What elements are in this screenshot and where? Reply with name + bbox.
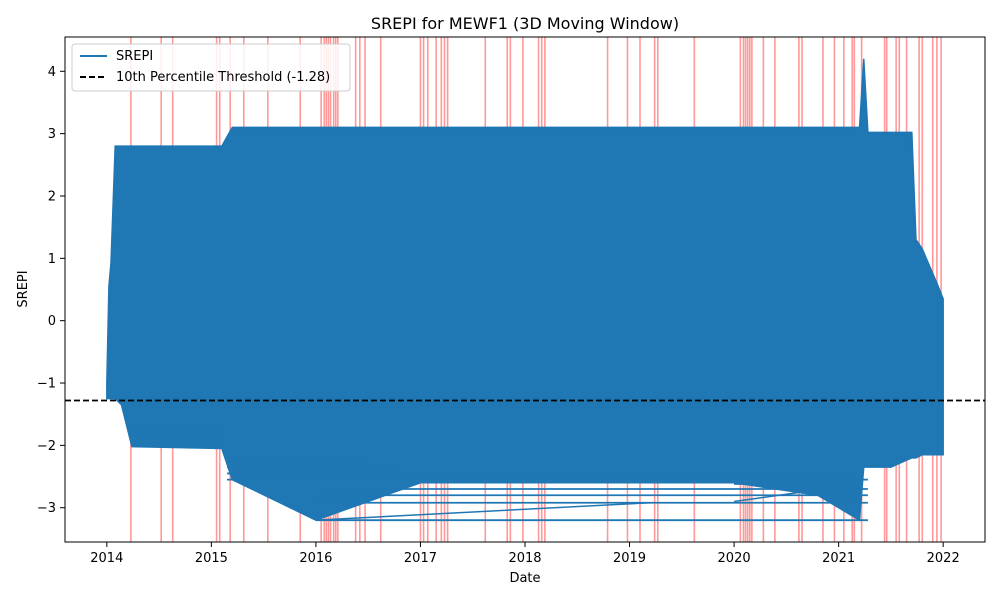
srepi-series-area <box>106 58 944 522</box>
legend-series-label: SREPI <box>116 49 153 64</box>
x-tick-label: 2020 <box>718 551 751 566</box>
y-tick-label: −2 <box>37 439 56 454</box>
x-tick-label: 2017 <box>404 551 437 566</box>
y-tick-label: −1 <box>37 377 56 392</box>
legend-threshold-label: 10th Percentile Threshold (-1.28) <box>116 70 330 85</box>
x-tick-label: 2019 <box>613 551 646 566</box>
legend-box <box>71 43 351 92</box>
x-tick-label: 2015 <box>195 551 228 566</box>
x-tick-label: 2014 <box>90 551 123 566</box>
x-tick-label: 2021 <box>822 551 855 566</box>
y-tick-label: 1 <box>48 252 56 267</box>
x-tick-label: 2018 <box>508 551 541 566</box>
x-tick-label: 2022 <box>927 551 960 566</box>
y-tick-label: 2 <box>48 189 56 204</box>
srepi-trace-line <box>733 483 860 503</box>
plot-area <box>65 37 985 542</box>
x-tick-label: 2016 <box>299 551 332 566</box>
y-axis-label: SREPI <box>16 270 31 307</box>
y-tick-label: 3 <box>48 127 56 142</box>
legend: SREPI 10th Percentile Threshold (-1.28) <box>71 43 351 92</box>
y-tick-label: 0 <box>48 314 56 329</box>
x-axis-label: Date <box>509 571 540 586</box>
srepi-trace-line <box>315 501 651 521</box>
axis-ticks: 2014 2015 2016 2017 2018 2019 2020 2021 2022−3−2… <box>37 65 960 566</box>
y-tick-label: −3 <box>37 501 56 516</box>
chart-title: SREPI for MEWF1 (3D Moving Window) <box>371 14 679 33</box>
y-tick-label: 4 <box>48 65 56 80</box>
